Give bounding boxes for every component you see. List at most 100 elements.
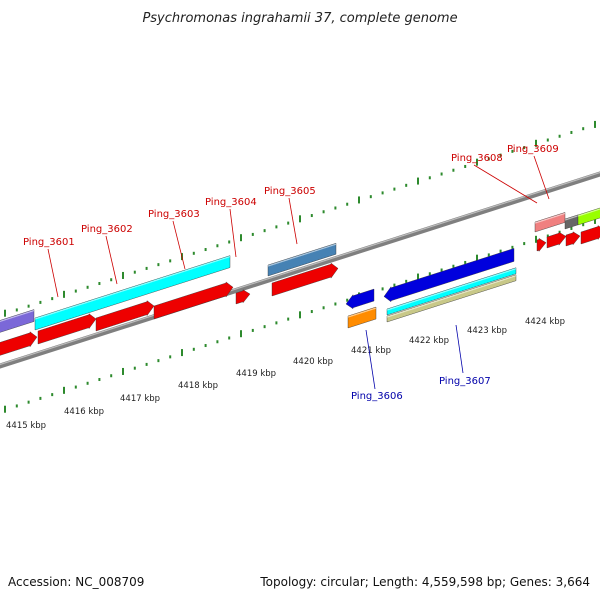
ruler-tick [358, 196, 360, 204]
gene-arrow-edge [580, 225, 600, 245]
ruler-tick [263, 229, 266, 233]
ruler-tick [511, 149, 514, 153]
ruler-tick [216, 340, 219, 344]
ruler-tick [240, 330, 242, 338]
ruler-tick [251, 232, 254, 236]
ruler-tick [169, 259, 172, 263]
gene-label-reverse: Ping_3606 [351, 391, 403, 402]
ruler-tick [157, 359, 160, 363]
ruler-tick [133, 366, 136, 370]
ruler-tick [263, 325, 266, 329]
gene-label-forward: Ping_3609 [507, 144, 559, 155]
backbone-line [0, 171, 600, 369]
scale-label: 4423 kbp [467, 326, 507, 336]
ruler-tick [440, 172, 443, 176]
ruler-tick [570, 130, 573, 134]
label-leader-line [288, 197, 298, 245]
ruler-tick [15, 404, 18, 408]
ruler-tick [417, 177, 419, 185]
map-content: 4415 kbp 4416 kbp 4417 kbp 4418 kbp 4419 kbp… [0, 120, 600, 431]
ruler-tick [39, 300, 42, 304]
gene-arrow-ping-3609 [546, 231, 567, 249]
ruler-tick [98, 282, 101, 286]
gene-arrow-ping-3603b [153, 281, 234, 320]
ruler-tick [228, 240, 231, 244]
ruler-tick [546, 138, 549, 142]
ruler-tick [322, 210, 325, 214]
ruler-tick [39, 396, 42, 400]
ruler-tick [228, 336, 231, 340]
label-leader-line [229, 208, 237, 258]
ruler-tick [240, 234, 242, 242]
scale-label: 4420 kbp [293, 357, 333, 367]
accession-text: Accession: NC_008709 [8, 575, 144, 589]
gene-label-forward: Ping_3602 [81, 224, 133, 235]
label-leader-line [533, 155, 550, 200]
ruler-tick [275, 225, 278, 229]
ruler-tick [523, 146, 526, 150]
lower-ruler [4, 216, 596, 413]
scale-label: 4424 kbp [525, 317, 565, 327]
feature-steelblue-bar [267, 242, 337, 277]
gene-arrow-small [565, 231, 581, 247]
genome-summary-text: Topology: circular; Length: 4,559,598 bp… [259, 575, 590, 589]
ruler-tick [405, 279, 408, 283]
scale-label: 4419 kbp [236, 369, 276, 379]
ruler-tick [511, 245, 514, 249]
ruler-tick [122, 367, 124, 375]
ruler-tick [452, 168, 455, 172]
scale-label: 4418 kbp [178, 381, 218, 391]
gene-label-forward: Ping_3603 [148, 209, 200, 220]
label-leader-line [473, 164, 538, 204]
ruler-tick [204, 248, 207, 252]
feature-gray-bar-shine [564, 215, 579, 221]
ruler-tick [63, 290, 65, 298]
feature-tan-bar-shine [386, 275, 517, 318]
feature-lime-bar-shine [577, 208, 600, 217]
ruler-tick [133, 270, 136, 274]
ruler-tick [334, 206, 337, 210]
ruler-tick [499, 249, 502, 253]
ruler-tick [499, 153, 502, 157]
ruler-tick [440, 268, 443, 272]
gene-label-forward: Ping_3604 [205, 197, 257, 208]
ruler-tick [287, 221, 290, 225]
gene-arrow-ping-3604 [235, 289, 251, 305]
ruler-tick [310, 310, 313, 314]
ruler-tick [582, 223, 585, 227]
ruler-tick [287, 317, 290, 321]
feature-cyan-bar [34, 255, 231, 331]
ruler-tick [558, 134, 561, 138]
feature-steelblue-bar-shine [267, 243, 337, 267]
ruler-tick [346, 298, 349, 302]
ruler-tick [535, 235, 537, 243]
feature-lime-bar [577, 207, 600, 226]
gene-arrow-ping-3606 [345, 288, 375, 310]
scale-label: 4417 kbp [120, 394, 160, 404]
feature-purple-bar-shine [0, 309, 35, 323]
gene-label-reverse: Ping_3607 [439, 376, 491, 387]
ruler-tick [145, 362, 148, 366]
ruler-tick [4, 405, 6, 413]
label-leader-line [455, 324, 464, 374]
ruler-tick [204, 344, 207, 348]
ruler-tick [27, 400, 30, 404]
ruler-tick [369, 195, 372, 199]
ruler-tick [487, 253, 490, 257]
ruler-tick [487, 157, 490, 161]
ruler-tick [169, 355, 172, 359]
gene-arrow-ping-3602 [37, 313, 97, 345]
ruler-tick [74, 289, 77, 293]
ruler-tick [299, 215, 301, 223]
map-title: Psychromonas ingrahamii 37, complete gen… [142, 11, 457, 26]
ruler-tick [452, 264, 455, 268]
ruler-tick [4, 309, 6, 317]
scale-label: 4422 kbp [409, 336, 449, 346]
ruler-tick [63, 386, 65, 394]
ruler-tick [594, 120, 596, 128]
ruler-tick [27, 304, 30, 308]
ruler-tick [51, 393, 54, 397]
upper-ruler [4, 120, 596, 317]
ruler-tick [334, 302, 337, 306]
